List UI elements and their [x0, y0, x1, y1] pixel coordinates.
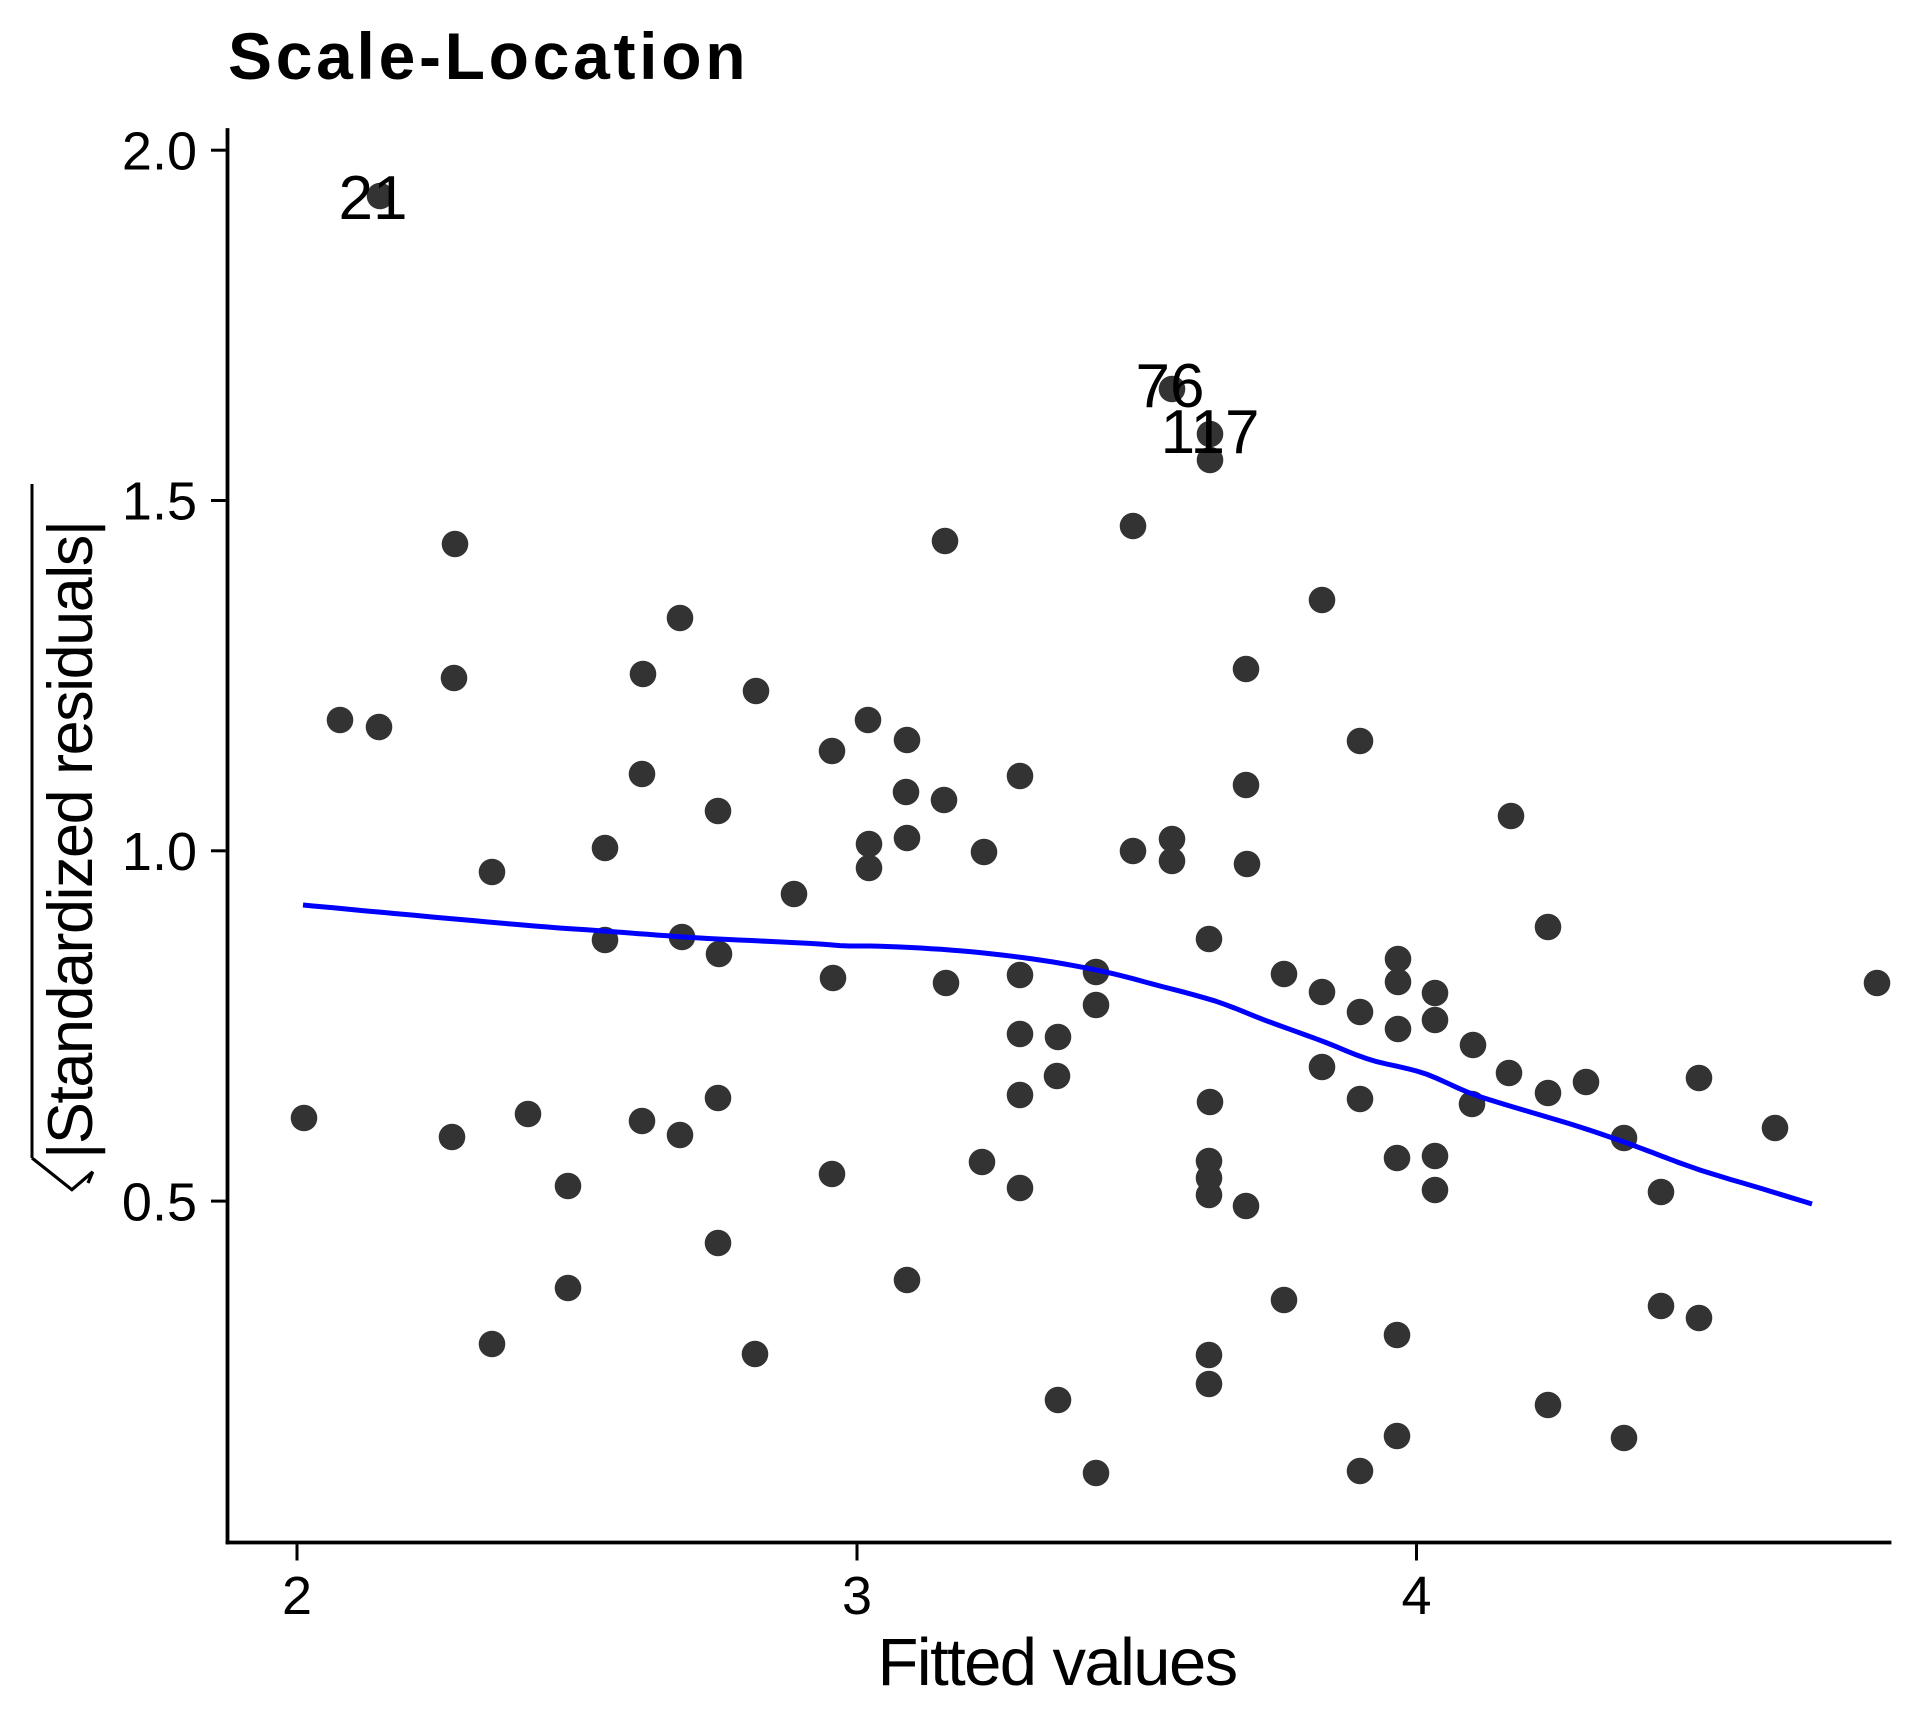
svg-text:117: 117	[1161, 398, 1260, 467]
svg-text:Scale-Location: Scale-Location	[228, 19, 749, 93]
svg-text:3: 3	[842, 1566, 872, 1626]
svg-text:4: 4	[1401, 1566, 1431, 1626]
svg-text:76: 76	[1136, 352, 1205, 421]
svg-text:|Standardized residuals|: |Standardized residuals|	[36, 521, 106, 1159]
svg-text:2.0: 2.0	[122, 121, 197, 181]
svg-text:1.5: 1.5	[122, 472, 197, 532]
svg-text:0.5: 0.5	[122, 1172, 197, 1232]
svg-text:21: 21	[339, 164, 408, 233]
svg-text:1.0: 1.0	[122, 822, 197, 882]
svg-text:Fitted values: Fitted values	[877, 1625, 1236, 1700]
svg-text:2: 2	[282, 1566, 312, 1626]
